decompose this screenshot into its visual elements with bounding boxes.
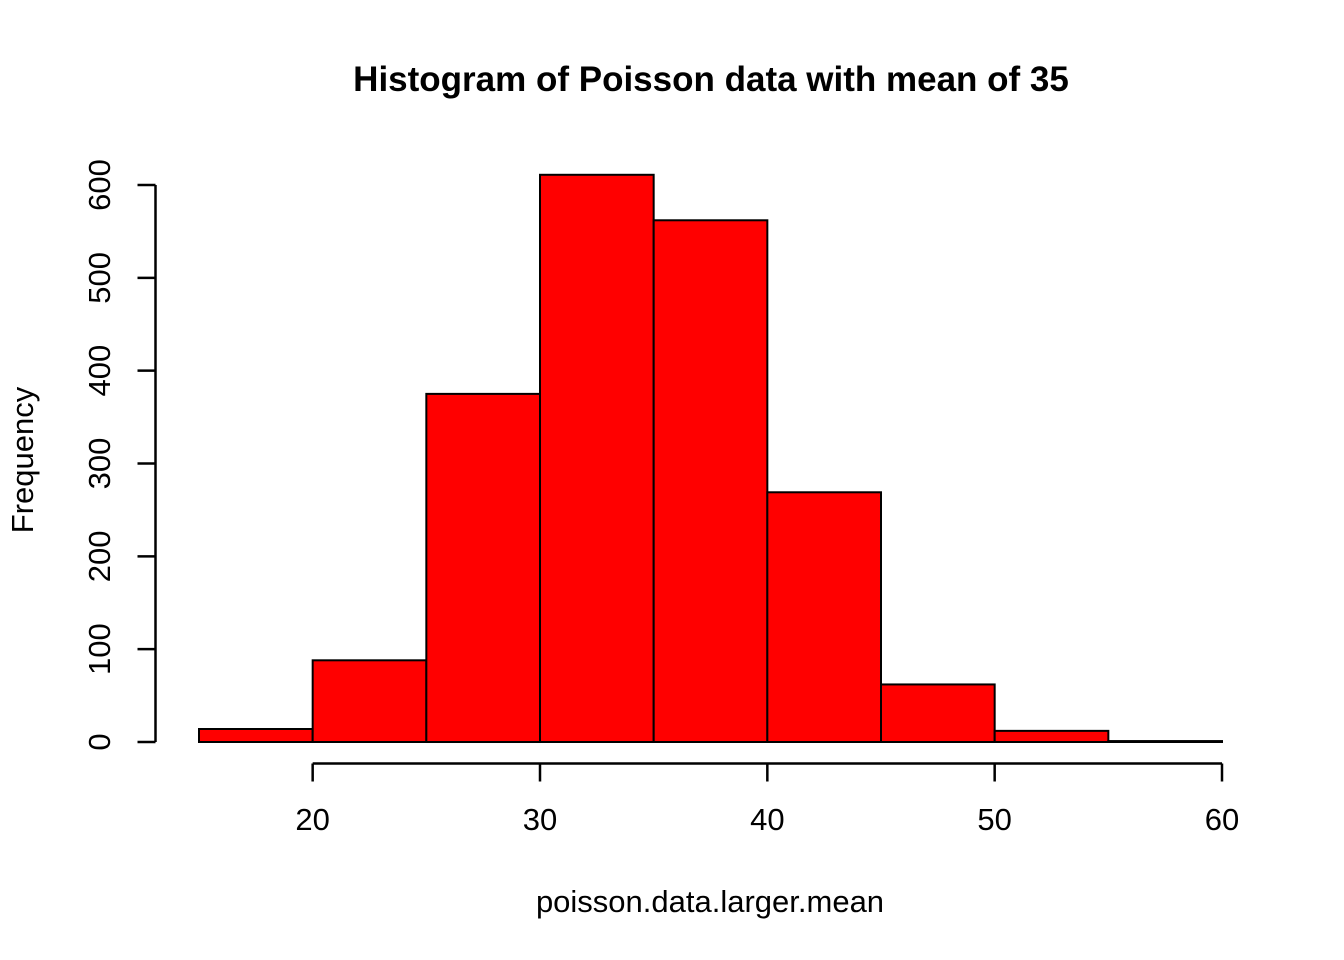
histogram-bar (652, 219, 769, 743)
y-tick-label: 500 (82, 252, 117, 304)
y-tick-label: 100 (82, 623, 117, 675)
histogram-bar (198, 728, 314, 743)
histogram-bar (1107, 740, 1223, 744)
x-tick-label: 30 (523, 802, 557, 837)
y-tick-label: 600 (82, 159, 117, 211)
y-tick-label: 200 (82, 530, 117, 582)
x-tick-label: 20 (295, 802, 329, 837)
histogram-bar (993, 729, 1110, 743)
x-axis-label: poisson.data.larger.mean (535, 884, 885, 919)
x-tick-label: 60 (1205, 802, 1239, 837)
histogram-bar (539, 173, 655, 744)
histogram-bar (311, 659, 428, 743)
chart-title: Histogram of Poisson data with mean of 3… (353, 60, 1069, 99)
y-tick-label: 300 (82, 438, 117, 490)
histogram-bar (425, 392, 541, 744)
histogram-bar (766, 491, 883, 743)
x-tick-label: 40 (750, 802, 784, 837)
x-tick-label: 50 (977, 802, 1011, 837)
y-tick-label: 0 (82, 733, 117, 750)
y-tick-label: 400 (82, 345, 117, 397)
histogram-bar (880, 683, 996, 744)
